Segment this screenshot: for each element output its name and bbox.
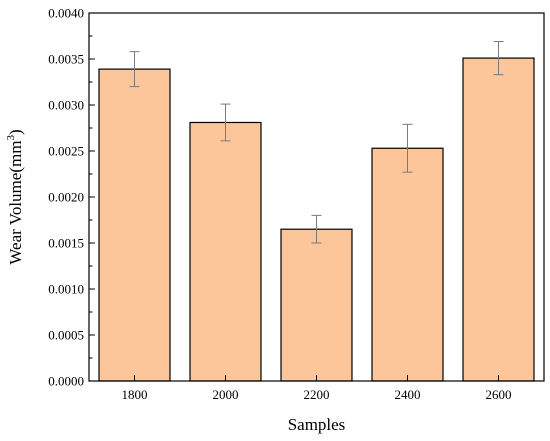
error-bar-2400 bbox=[402, 123, 413, 173]
bars-layer bbox=[98, 57, 535, 382]
error-bar-2200 bbox=[311, 214, 322, 244]
y-axis-title-close: ) bbox=[6, 129, 25, 135]
bar-2400 bbox=[371, 147, 444, 382]
bar-1800 bbox=[98, 68, 171, 382]
y-tick-label: 0.0035 bbox=[48, 52, 84, 67]
x-tick-label: 2000 bbox=[213, 387, 239, 402]
y-axis-title-main: Wear Volume(mm bbox=[6, 141, 25, 265]
x-axis: 1800 2000 2200 2400 2600 bbox=[122, 375, 512, 402]
y-tick-label: 0.0000 bbox=[48, 374, 84, 389]
y-tick-label: 0.0015 bbox=[48, 236, 84, 251]
x-tick-label: 1800 bbox=[122, 387, 148, 402]
bar-2000 bbox=[189, 121, 262, 382]
y-axis-title: Wear Volume(mm3) bbox=[5, 129, 25, 264]
error-bar-2600 bbox=[493, 41, 504, 76]
bar-2200 bbox=[280, 228, 353, 382]
error-bar-1800 bbox=[129, 51, 140, 88]
bar-2600 bbox=[462, 57, 535, 382]
x-tick-label: 2400 bbox=[395, 387, 421, 402]
x-tick-label: 2200 bbox=[304, 387, 330, 402]
y-tick-label: 0.0030 bbox=[48, 98, 84, 113]
x-tick-label: 2600 bbox=[486, 387, 512, 402]
y-tick-label: 0.0040 bbox=[48, 6, 84, 21]
error-bar-2000 bbox=[220, 103, 231, 142]
y-tick-label: 0.0025 bbox=[48, 144, 84, 159]
x-axis-title: Samples bbox=[288, 415, 346, 434]
y-axis-title-superscript: 3 bbox=[5, 135, 17, 141]
y-tick-label: 0.0020 bbox=[48, 190, 84, 205]
y-axis: 0.0000 0.0005 0.0010 0.0015 0.0020 0.0025 0.00… bbox=[48, 6, 95, 389]
y-tick-label: 0.0010 bbox=[48, 282, 84, 297]
y-tick-label: 0.0005 bbox=[48, 328, 84, 343]
error-bars-layer bbox=[129, 41, 504, 244]
